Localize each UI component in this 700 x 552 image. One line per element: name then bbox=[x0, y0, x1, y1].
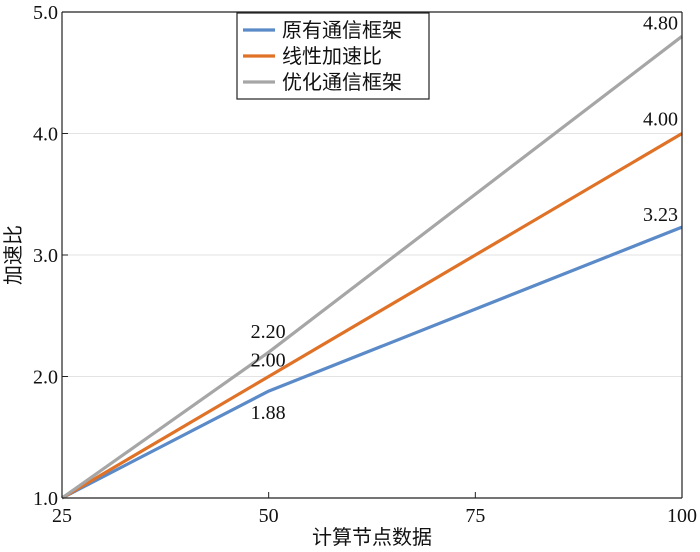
y-tick-label: 2.0 bbox=[33, 367, 58, 389]
y-axis-title: 加速比 bbox=[1, 225, 25, 285]
y-tick-label: 1.0 bbox=[33, 488, 58, 510]
data-label: 3.23 bbox=[643, 204, 678, 226]
data-label: 4.80 bbox=[643, 12, 678, 34]
data-labels: 1.88 3.23 2.00 4.00 2.20 4.80 bbox=[251, 12, 678, 424]
data-label: 4.00 bbox=[643, 109, 678, 131]
data-label: 2.20 bbox=[251, 321, 286, 343]
y-tick-label: 4.0 bbox=[33, 124, 58, 146]
series-line bbox=[61, 225, 683, 500]
legend-label: 原有通信框架 bbox=[282, 18, 402, 42]
data-label: 2.00 bbox=[251, 350, 286, 372]
x-tick-label: 50 bbox=[259, 505, 279, 527]
y-tick-label: 5.0 bbox=[33, 2, 58, 24]
y-tick-label: 3.0 bbox=[33, 245, 58, 267]
series-layer bbox=[61, 35, 683, 500]
legend-label: 线性加速比 bbox=[282, 44, 382, 68]
legend-label: 优化通信框架 bbox=[282, 70, 402, 94]
x-tick-label: 25 bbox=[52, 505, 72, 527]
data-label: 1.88 bbox=[251, 402, 286, 424]
x-tick-label: 75 bbox=[465, 505, 485, 527]
x-tick-label: 100 bbox=[667, 505, 697, 527]
series-line bbox=[61, 35, 683, 500]
tick-labels: 25 50 75 100 1.0 2.0 3.0 4.0 5.0 bbox=[33, 2, 697, 527]
axes bbox=[61, 11, 683, 499]
series-line bbox=[61, 132, 683, 500]
x-axis-title: 计算节点数据 bbox=[312, 525, 432, 549]
